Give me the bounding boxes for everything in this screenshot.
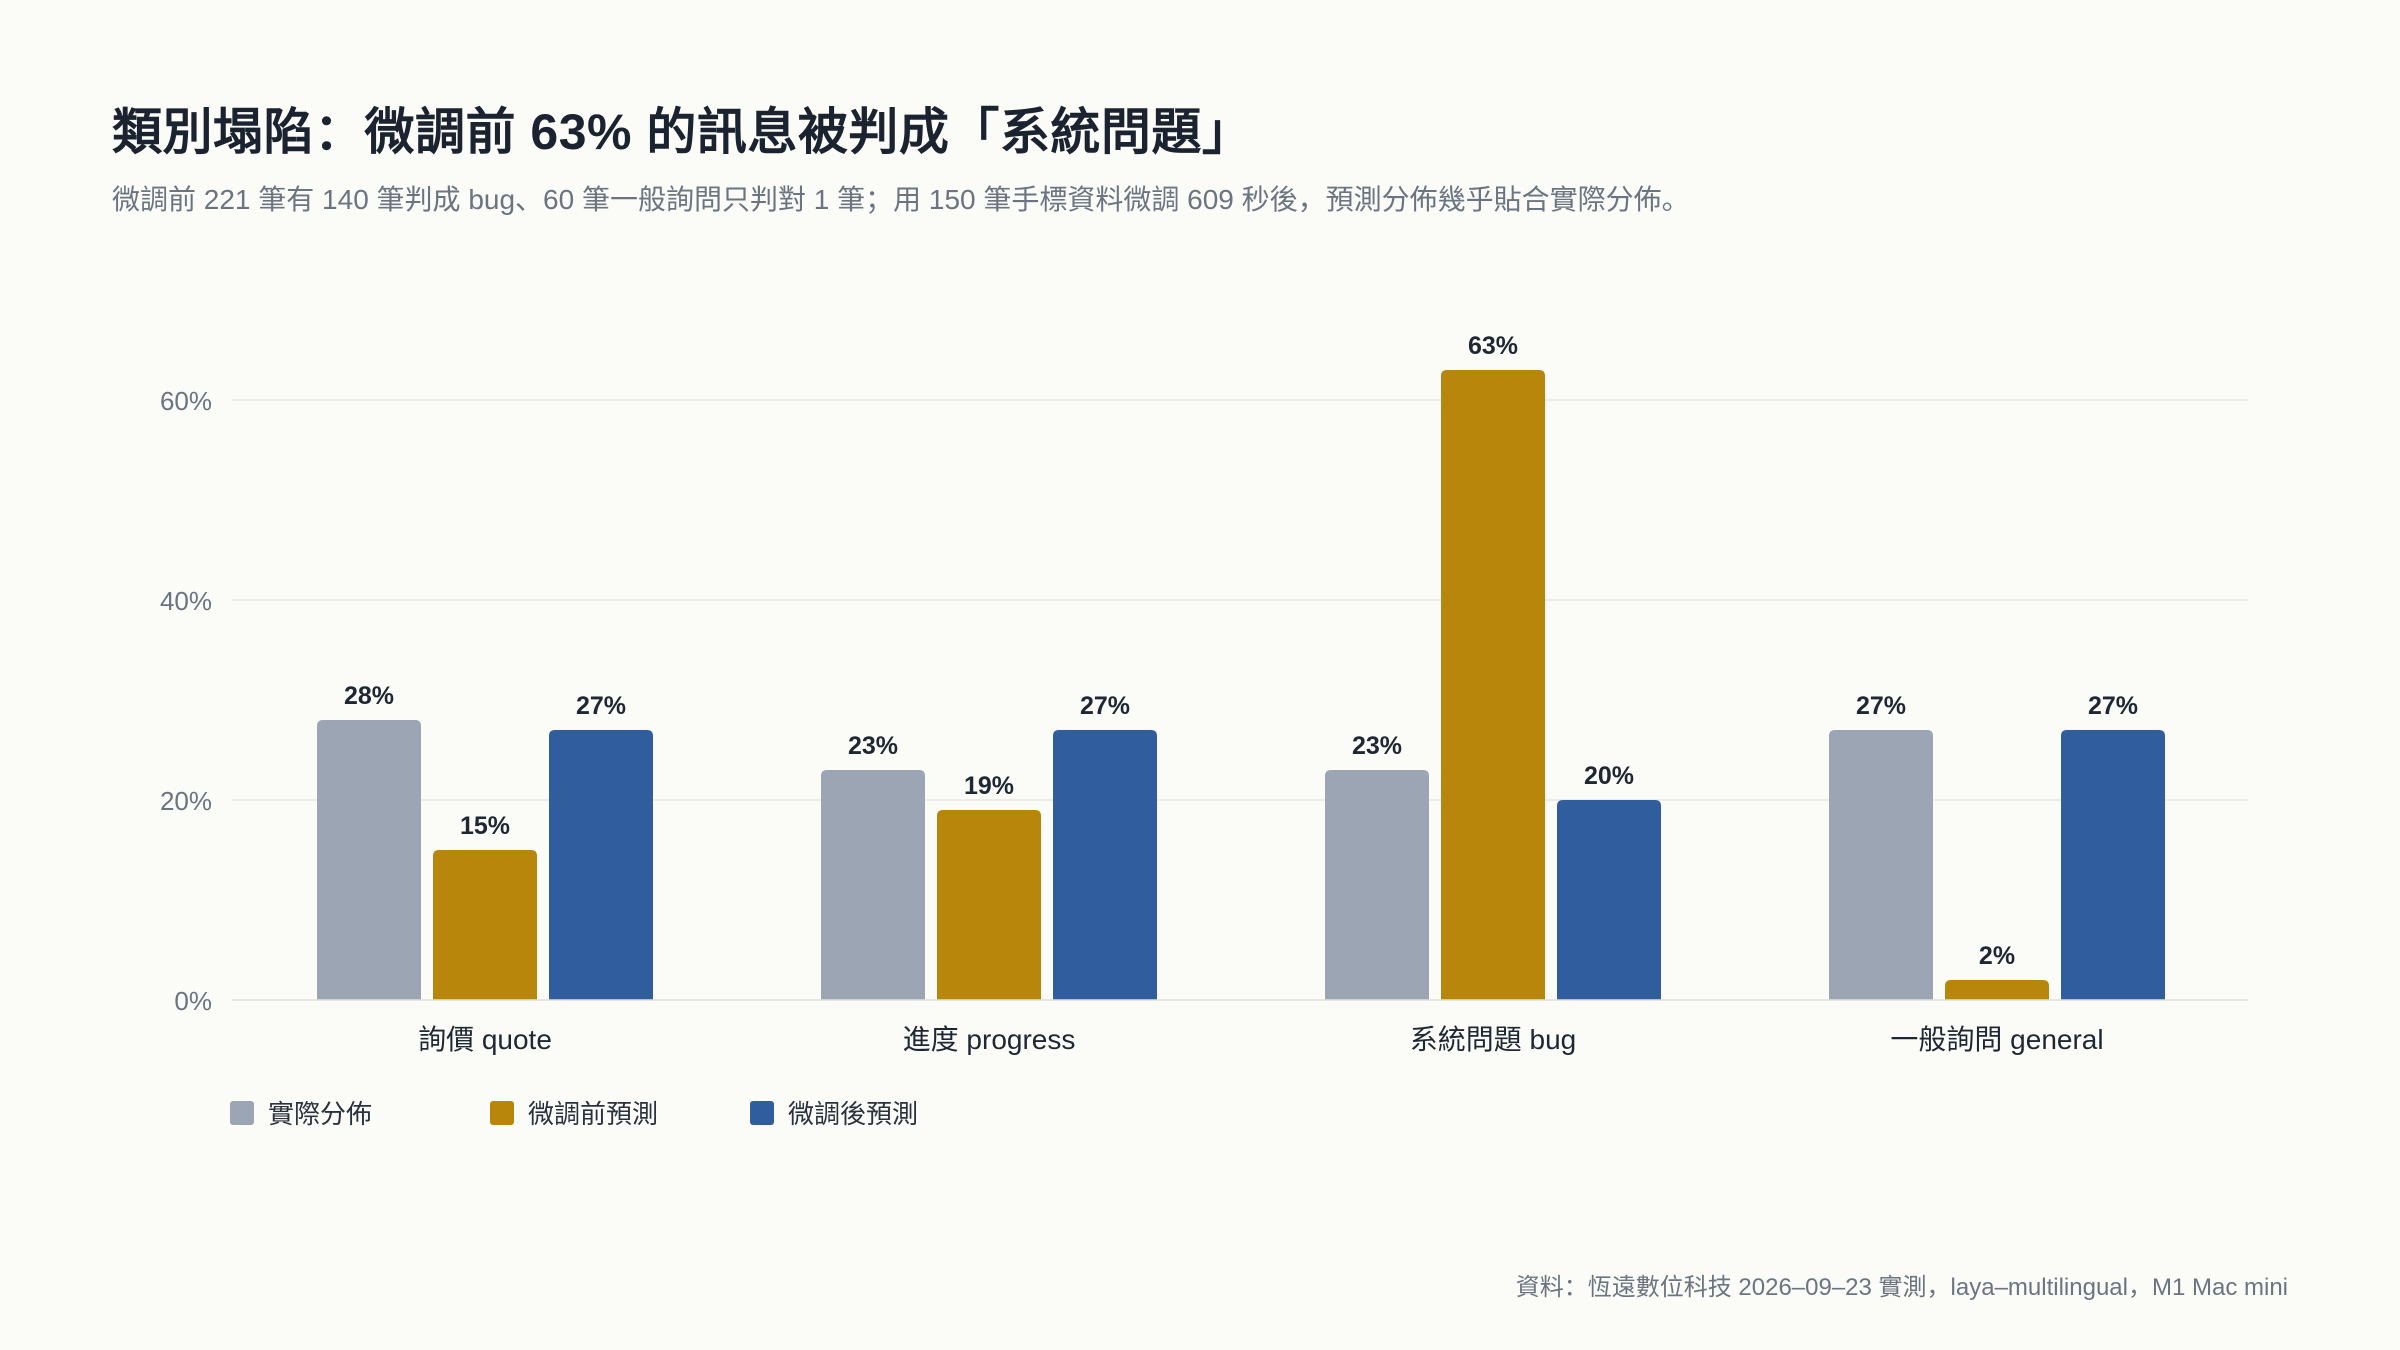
bar	[1325, 770, 1429, 1000]
legend-item: 實際分佈	[230, 1094, 490, 1131]
x-tick-label: 系統問題 bug	[1410, 1024, 1577, 1055]
y-tick-label: 40%	[160, 586, 212, 616]
data-label: 19%	[964, 772, 1014, 800]
data-label: 2%	[1979, 942, 2015, 970]
bar	[433, 850, 537, 1000]
data-label: 15%	[460, 812, 510, 840]
y-tick-label: 20%	[160, 786, 212, 816]
legend-label: 微調後預測	[788, 1099, 919, 1129]
data-label: 63%	[1468, 332, 1518, 360]
bar	[549, 730, 653, 1000]
x-tick-label: 進度 progress	[903, 1024, 1076, 1055]
data-label: 20%	[1584, 762, 1634, 790]
bar	[1945, 980, 2049, 1000]
data-label: 27%	[576, 692, 626, 720]
chart-title: 類別塌陷：微調前 63% 的訊息被判成「系統問題」	[112, 104, 1253, 160]
y-tick-label: 60%	[160, 386, 212, 416]
legend: 實際分佈 微調前預測 微調後預測	[230, 1094, 1010, 1131]
legend-item: 微調後預測	[750, 1094, 1010, 1131]
bar	[1053, 730, 1157, 1000]
source-note: 資料：恆遠數位科技 2026–09–23 實測，laya–multilingua…	[1515, 1274, 2288, 1301]
y-tick-label: 0%	[174, 986, 212, 1016]
x-tick-label: 一般詢問 general	[1890, 1024, 2103, 1055]
data-label: 28%	[344, 682, 394, 710]
bar	[1557, 800, 1661, 1000]
legend-swatch	[490, 1100, 514, 1125]
x-tick-label: 詢價 quote	[418, 1024, 552, 1055]
legend-swatch	[230, 1100, 254, 1125]
bar	[937, 810, 1041, 1000]
data-label: 27%	[1080, 692, 1130, 720]
bar	[2061, 730, 2165, 1000]
legend-item: 微調前預測	[490, 1094, 750, 1131]
bar	[821, 770, 925, 1000]
bar	[1829, 730, 1933, 1000]
data-label: 27%	[2088, 692, 2138, 720]
legend-label: 實際分佈	[268, 1099, 373, 1129]
data-label: 23%	[848, 732, 898, 760]
chart-subtitle: 微調前 221 筆有 140 筆判成 bug、60 筆一般詢問只判對 1 筆；用…	[112, 184, 1690, 215]
data-label: 23%	[1352, 732, 1402, 760]
data-label: 27%	[1856, 692, 1906, 720]
legend-label: 微調前預測	[528, 1099, 659, 1129]
legend-swatch	[750, 1100, 774, 1125]
bar	[1441, 370, 1545, 1000]
bar	[317, 720, 421, 1000]
